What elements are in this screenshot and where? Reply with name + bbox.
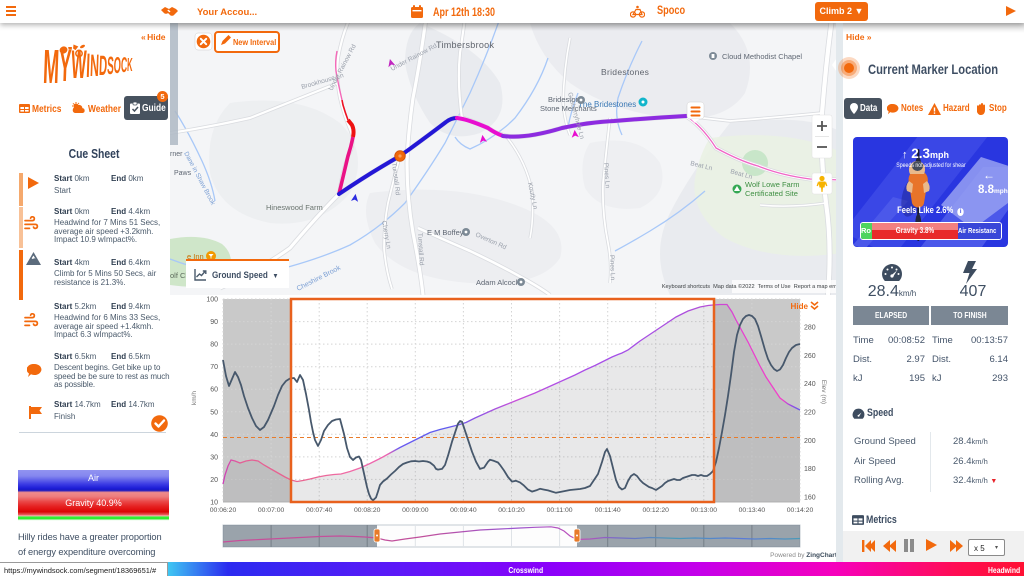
svg-text:E M Boffey: E M Boffey bbox=[427, 228, 464, 237]
svg-text:00:13:00: 00:13:00 bbox=[691, 507, 718, 514]
svg-text:Stone Merchants: Stone Merchants bbox=[540, 104, 597, 113]
svg-text:Pines Ln: Pines Ln bbox=[602, 163, 611, 189]
svg-text:00:09:40: 00:09:40 bbox=[450, 507, 477, 514]
svg-text:MYWINDSOCK: MYWINDSOCK bbox=[42, 43, 134, 93]
svg-text:00:07:40: 00:07:40 bbox=[306, 507, 333, 514]
svg-text:00:14:20: 00:14:20 bbox=[787, 507, 814, 514]
svg-text:Bridestone: Bridestone bbox=[548, 95, 584, 104]
svg-text:30: 30 bbox=[210, 454, 218, 461]
svg-text:20: 20 bbox=[210, 477, 218, 484]
svg-text:00:09:00: 00:09:00 bbox=[402, 507, 429, 514]
svg-text:00:06:20: 00:06:20 bbox=[210, 507, 237, 514]
svg-text:Certificated Site: Certificated Site bbox=[745, 189, 798, 198]
svg-text:80: 80 bbox=[210, 342, 218, 349]
svg-text:Hide: Hide bbox=[791, 301, 809, 311]
svg-text:40: 40 bbox=[210, 432, 218, 439]
svg-text:00:07:00: 00:07:00 bbox=[258, 507, 285, 514]
svg-text:Cherry Ln: Cherry Ln bbox=[380, 220, 392, 250]
svg-text:160: 160 bbox=[804, 494, 816, 501]
svg-text:olf Club: olf Club bbox=[170, 271, 195, 280]
svg-text:Adam Alcock: Adam Alcock bbox=[476, 278, 520, 287]
svg-text:Powered by ZingChart: Powered by ZingChart bbox=[770, 552, 838, 559]
svg-text:Elev (m): Elev (m) bbox=[820, 380, 827, 404]
svg-text:100: 100 bbox=[206, 297, 218, 304]
svg-text:rner: rner bbox=[170, 151, 183, 158]
svg-text:60: 60 bbox=[210, 387, 218, 394]
svg-text:km/h: km/h bbox=[191, 391, 198, 405]
svg-text:00:10:20: 00:10:20 bbox=[498, 507, 525, 514]
svg-text:00:12:20: 00:12:20 bbox=[642, 507, 669, 514]
svg-text:50: 50 bbox=[210, 409, 218, 416]
svg-text:260: 260 bbox=[804, 353, 816, 360]
svg-text:Hineswood Farm: Hineswood Farm bbox=[266, 203, 323, 212]
svg-text:220: 220 bbox=[804, 409, 816, 416]
svg-text:00:13:40: 00:13:40 bbox=[739, 507, 766, 514]
svg-text:Paws: Paws bbox=[174, 170, 192, 177]
svg-text:00:08:20: 00:08:20 bbox=[354, 507, 381, 514]
svg-text:Tunstall Rd: Tunstall Rd bbox=[390, 162, 401, 196]
svg-text:90: 90 bbox=[210, 319, 218, 326]
svg-text:00:11:40: 00:11:40 bbox=[595, 507, 621, 514]
svg-text:Timbersbrook: Timbersbrook bbox=[436, 40, 494, 50]
svg-text:240: 240 bbox=[804, 381, 816, 388]
svg-text:New Interval: New Interval bbox=[233, 38, 276, 47]
svg-text:200: 200 bbox=[804, 438, 816, 445]
svg-text:Keyboard shortcuts Map data ©: Keyboard shortcuts Map data ©2022 Terms … bbox=[662, 283, 841, 290]
svg-text:70: 70 bbox=[210, 364, 218, 371]
svg-text:The Bridestones: The Bridestones bbox=[578, 100, 636, 109]
svg-text:Pines Ln: Pines Ln bbox=[608, 255, 616, 281]
svg-text:Tunstall Rd: Tunstall Rd bbox=[416, 233, 425, 266]
svg-text:10: 10 bbox=[210, 500, 218, 507]
svg-text:e Inn: e Inn bbox=[187, 252, 204, 261]
svg-text:Wolf Lowe Farm: Wolf Lowe Farm bbox=[745, 180, 799, 189]
svg-text:Bridestones: Bridestones bbox=[601, 67, 649, 77]
svg-text:Cloud Methodist Chapel: Cloud Methodist Chapel bbox=[722, 52, 802, 61]
svg-text:00:11:00: 00:11:00 bbox=[547, 507, 573, 514]
svg-text:180: 180 bbox=[804, 466, 816, 473]
svg-text:280: 280 bbox=[804, 325, 816, 332]
